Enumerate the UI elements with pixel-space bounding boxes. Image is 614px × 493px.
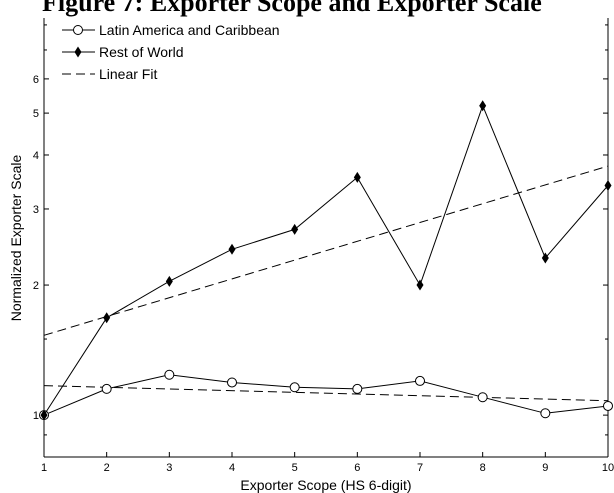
x-ticks: 1 2 3 4 5 6 7 8 9 10 — [41, 452, 614, 474]
y-axis-label: Normalized Exporter Scale — [8, 155, 24, 322]
fit-line — [43, 385, 609, 402]
data-point-latin-america — [101, 383, 112, 394]
data-point-latin-america — [415, 375, 425, 386]
data-point-latin-america — [227, 377, 237, 388]
y-tick-label: 3 — [33, 204, 39, 216]
y-ticks: 1 2 3 4 5 6 — [33, 24, 608, 436]
fit-lines — [43, 165, 609, 402]
axes — [43, 18, 609, 458]
y-tick-label: 2 — [33, 280, 39, 292]
y-tick-label: 1 — [33, 410, 39, 422]
data-point-latin-america — [603, 400, 613, 411]
x-tick-label: 8 — [480, 462, 486, 474]
data-point-rest-of-world — [416, 279, 424, 291]
legend-item-linear-fit: Linear Fit — [62, 66, 157, 82]
data-point-rest-of-world — [228, 243, 236, 255]
legend-item-rest-of-world: Rest of World — [62, 44, 184, 60]
x-axis-label: Exporter Scope (HS 6-digit) — [240, 477, 411, 493]
data-point-rest-of-world — [479, 100, 487, 112]
x-tick-label: 9 — [542, 462, 548, 474]
data-point-rest-of-world — [165, 275, 173, 287]
data-point-rest-of-world — [291, 223, 299, 235]
legend: Latin America and Caribbean Rest of Worl… — [62, 22, 280, 82]
y-tick-label: 6 — [33, 74, 39, 86]
x-tick-label: 10 — [602, 462, 614, 474]
data-point-rest-of-world — [604, 179, 612, 191]
y-tick-label: 4 — [33, 150, 39, 162]
x-tick-label: 5 — [292, 462, 298, 474]
data-point-rest-of-world — [353, 171, 361, 183]
x-tick-label: 2 — [104, 462, 110, 474]
fit-line — [43, 165, 609, 336]
legend-label-latin-america: Latin America and Caribbean — [99, 22, 280, 38]
data-point-latin-america — [289, 382, 300, 393]
x-tick-label: 4 — [229, 462, 235, 474]
page-title: Figure 7: Exporter Scope and Exporter Sc… — [42, 0, 542, 17]
data-point-rest-of-world — [40, 409, 48, 421]
x-tick-label: 1 — [41, 462, 47, 474]
data-point-rest-of-world — [103, 312, 111, 324]
x-tick-label: 3 — [166, 462, 172, 474]
series-line-latin-america — [43, 374, 609, 416]
series-layer — [39, 100, 613, 421]
x-tick-label: 7 — [417, 462, 423, 474]
legend-label-linear-fit: Linear Fit — [99, 66, 157, 82]
series-line-rest-of-world — [43, 104, 609, 416]
data-point-latin-america — [352, 383, 363, 394]
legend-label-rest-of-world: Rest of World — [99, 44, 184, 60]
filled-diamond-icon — [74, 46, 82, 58]
x-tick-label: 6 — [354, 462, 360, 474]
data-point-latin-america — [477, 392, 488, 403]
y-tick-label: 5 — [33, 108, 39, 120]
legend-item-latin-america: Latin America and Caribbean — [62, 22, 280, 38]
data-point-latin-america — [164, 369, 175, 380]
data-point-latin-america — [540, 408, 551, 419]
open-circle-icon — [73, 25, 83, 35]
data-point-rest-of-world — [541, 252, 549, 264]
